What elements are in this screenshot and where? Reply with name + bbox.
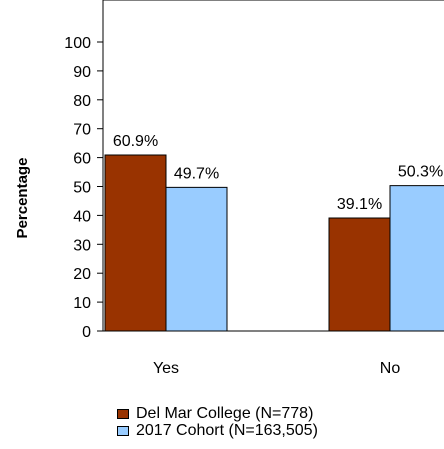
- bar: [165, 186, 228, 332]
- bar-value-label: 60.9%: [113, 133, 158, 150]
- y-tick-label: 30: [73, 237, 91, 254]
- y-tick-label: 0: [82, 324, 91, 341]
- bar-value-label: 50.3%: [398, 164, 443, 181]
- bar: [328, 217, 391, 332]
- category-labels: Yes No: [153, 360, 400, 377]
- y-tick-label: 100: [64, 35, 91, 52]
- legend: Del Mar College (N=778) 2017 Cohort (N=1…: [117, 405, 318, 439]
- y-tick-label: 40: [73, 208, 91, 225]
- y-axis-ticks: 0 10 20 30 40 50 60 70 80 90 100: [64, 35, 103, 341]
- x-category-label: No: [380, 360, 401, 377]
- data-labels: 60.9% 49.7% 39.1% 50.3%: [113, 133, 443, 213]
- x-category-label: Yes: [153, 360, 179, 377]
- y-tick-label: 70: [73, 122, 91, 139]
- y-tick-label: 10: [73, 295, 91, 312]
- bar-value-label: 49.7%: [174, 165, 219, 182]
- y-tick-label: 50: [73, 180, 91, 197]
- legend-swatch-del-mar: [117, 408, 129, 419]
- bar-value-label: 39.1%: [337, 196, 382, 213]
- legend-item: 2017 Cohort (N=163,505): [117, 422, 318, 439]
- bar: [389, 185, 444, 332]
- legend-swatch-cohort: [117, 425, 129, 436]
- y-axis-title: Percentage: [14, 158, 31, 239]
- legend-label-del-mar: Del Mar College (N=778): [136, 404, 314, 422]
- bars: [104, 154, 444, 332]
- y-tick-label: 60: [73, 151, 91, 168]
- bar: [104, 154, 167, 332]
- legend-label-cohort: 2017 Cohort (N=163,505): [136, 421, 318, 439]
- y-tick-label: 20: [73, 266, 91, 283]
- y-tick-label: 80: [73, 93, 91, 110]
- legend-item: Del Mar College (N=778): [117, 405, 318, 422]
- y-tick-label: 90: [73, 64, 91, 81]
